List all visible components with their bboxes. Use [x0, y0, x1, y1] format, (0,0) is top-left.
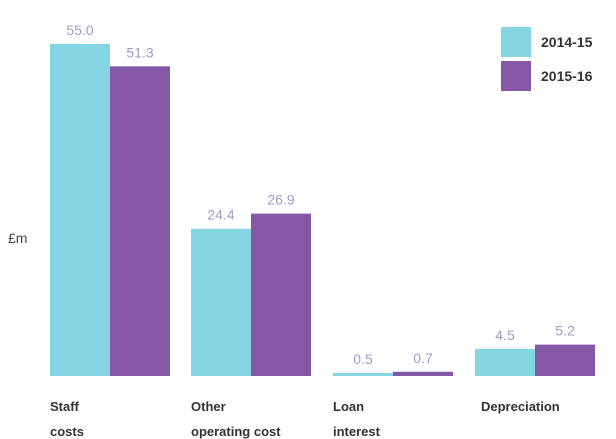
category-label-loan: Loan interest [333, 399, 381, 439]
value-label-depreciation-2015-16: 5.2 [555, 323, 575, 339]
value-label-loan-2015-16: 0.7 [413, 350, 433, 366]
legend-swatch-2015-16 [501, 61, 531, 91]
bar-loan-2014-15 [333, 372, 393, 376]
value-label-other-2015-16: 26.9 [267, 192, 294, 208]
bar-staff-2015-16 [110, 66, 170, 376]
legend: 2014-15 2015-16 [501, 27, 593, 91]
bar-depreciation-2015-16 [535, 344, 595, 376]
value-label-other-2014-15: 24.4 [207, 207, 234, 223]
bar-other-2015-16 [251, 213, 311, 376]
legend-swatch-2014-15 [501, 27, 531, 57]
y-axis-label: £m [8, 230, 27, 246]
value-label-loan-2014-15: 0.5 [353, 351, 373, 367]
category-label-staff: Staff costs [50, 399, 84, 439]
value-label-depreciation-2014-15: 4.5 [495, 327, 515, 343]
category-label-depreciation: Depreciation [481, 399, 560, 414]
value-label-staff-2014-15: 55.0 [66, 22, 93, 38]
legend-label-2014-15: 2014-15 [541, 34, 593, 50]
legend-label-2015-16: 2015-16 [541, 68, 593, 84]
bars-group [50, 44, 595, 376]
category-label-other: Other operating cost [191, 399, 281, 439]
value-label-staff-2015-16: 51.3 [126, 44, 153, 60]
bar-depreciation-2014-15 [475, 348, 535, 376]
bar-other-2014-15 [191, 228, 251, 376]
data-labels-group: 55.0 51.3 24.4 26.9 0.5 0.7 4.5 5.2 [66, 22, 575, 367]
category-labels-group: Staff costs Other operating cost Loan interes… [50, 399, 560, 439]
bar-loan-2015-16 [393, 371, 453, 376]
bar-staff-2014-15 [50, 44, 110, 376]
